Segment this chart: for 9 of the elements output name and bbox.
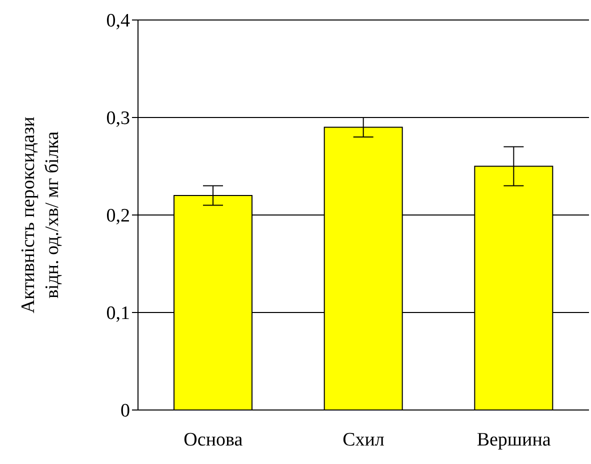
y-tick-label: 0 (120, 400, 130, 422)
x-tick-label: Вершина (476, 429, 552, 450)
x-tick-label: Основа (184, 429, 244, 450)
y-tick-label: 0,1 (106, 303, 130, 324)
x-tick-label: Схил (342, 429, 385, 450)
y-tick-label: 0,2 (106, 206, 130, 227)
y-tick-label: 0,4 (106, 10, 130, 32)
y-tick-label: 0,3 (106, 108, 130, 130)
y-axis-title: Активність пероксидази відн. од./хв/ мг білка (18, 116, 63, 314)
